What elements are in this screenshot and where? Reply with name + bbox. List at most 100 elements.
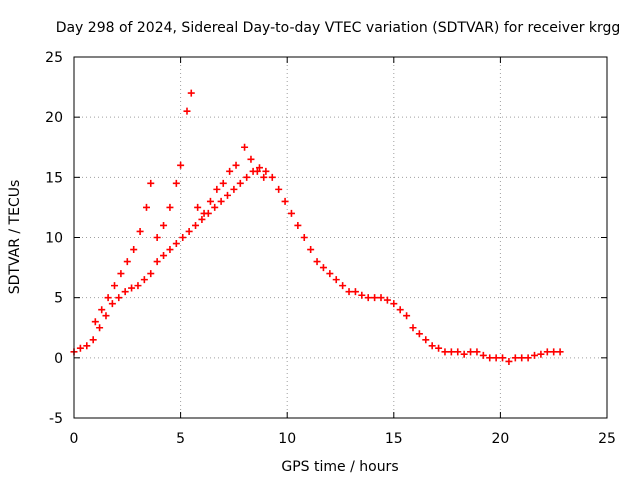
data-point [319,264,327,272]
y-tick-label: 15 [45,170,63,186]
data-point [89,336,97,344]
data-point [104,294,112,302]
y-axis-label: SDTVAR / TECUs [7,180,23,295]
data-point [153,234,161,241]
data-point [198,215,206,223]
x-tick-label: 25 [598,431,616,447]
data-point [524,354,532,362]
data-point [550,348,558,356]
data-point [396,306,404,314]
y-tick-label: -5 [49,411,63,427]
data-point [147,270,155,278]
data-point [166,246,174,254]
data-point [499,354,507,362]
data-point [537,350,545,358]
data-point [177,161,185,169]
data-point [467,348,475,356]
data-point [192,221,200,229]
data-point [255,164,263,172]
data-point [172,179,180,187]
x-tick-label: 5 [176,431,185,447]
data-point [300,234,308,241]
x-tick-label: 20 [491,431,509,447]
data-point [241,143,249,151]
data-point [224,191,232,199]
data-point [260,173,268,181]
data-point [172,240,180,248]
data-point [543,348,551,356]
data-point [479,351,487,359]
data-point [486,354,494,362]
data-point [409,324,417,332]
y-axis-ticks: -5 0 5 10 15 20 25 [45,50,607,427]
data-point [206,197,214,205]
data-point [130,246,138,254]
data-point [230,185,238,193]
data-point [447,348,455,356]
data-point [153,258,161,266]
data-point [232,161,240,169]
data-point [511,354,519,362]
data-point [313,258,321,266]
data-point [160,221,168,229]
data-point [518,354,526,362]
data-point [102,312,110,320]
data-point [219,179,227,187]
data-point [128,284,136,292]
data-point [160,252,168,260]
data-point [140,276,148,284]
data-point [262,167,270,175]
data-point [351,288,359,296]
data-point [166,203,174,211]
data-point [217,197,225,205]
data-point [253,167,261,175]
x-axis-ticks: 0 5 10 15 20 25 [70,57,616,447]
data-point [115,294,123,302]
data-point [390,300,398,308]
data-point [183,107,191,115]
data-point [123,258,131,266]
data-point [91,318,99,326]
data-point [364,294,372,302]
data-point [108,300,116,308]
data-point [460,350,468,358]
data-point [358,291,366,299]
data-point [121,288,129,296]
data-point [415,330,423,338]
data-point [326,270,334,278]
data-point [377,294,385,302]
data-point [179,234,187,241]
data-point [194,203,202,211]
x-tick-label: 0 [70,431,79,447]
data-point [435,344,443,352]
data-point [268,173,276,181]
data-point [454,348,462,356]
data-point [339,282,347,290]
data-point [345,288,353,296]
data-point [142,203,150,211]
data-point [211,203,219,211]
data-point [243,173,251,181]
data-point [147,179,155,187]
data-point [134,282,142,290]
data-point [226,167,234,175]
data-point [531,351,539,359]
data-point [247,155,255,163]
x-axis-label: GPS time / hours [281,459,398,475]
data-point [287,209,295,217]
data-point [281,197,289,205]
data-point [83,342,91,350]
data-point [117,270,125,278]
data-point [275,185,283,193]
data-point [422,336,430,344]
data-point [371,294,379,302]
data-point [428,342,436,350]
data-point [556,348,564,356]
data-point [136,227,144,235]
data-point [403,312,411,320]
x-tick-label: 15 [385,431,403,447]
data-point [441,348,449,356]
data-point [307,246,315,254]
plot-frame [73,56,608,419]
